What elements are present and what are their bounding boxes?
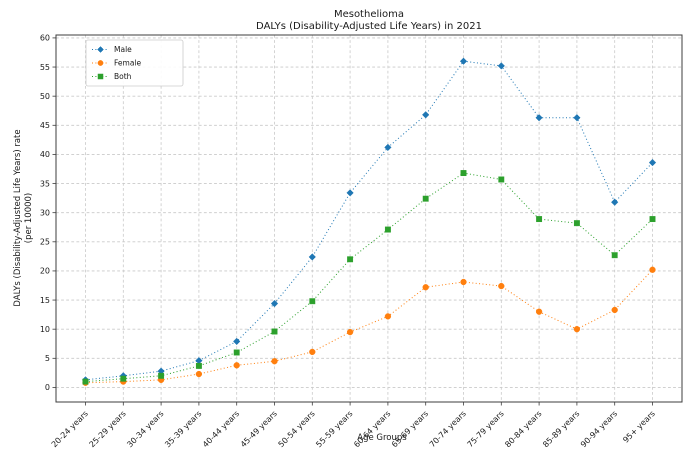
data-point-both [460,170,467,177]
data-point-female [422,284,429,291]
data-point-both [649,216,656,223]
series-female [82,266,656,386]
y-tick-label: 30 [40,208,50,217]
data-point-both [573,220,580,227]
y-tick-label: 40 [40,150,50,159]
data-point-female [460,278,467,286]
x-tick-label: 45-49 years [239,409,279,449]
series-line [85,269,653,384]
y-tick-label: 45 [40,121,50,130]
y-axis-label-line2: (per 10000) [24,193,34,244]
data-point-female [498,282,505,290]
y-tick-label: 55 [40,63,50,72]
x-tick-label: 85-89 years [541,409,581,449]
data-point-male [535,114,543,122]
data-point-male [308,253,316,261]
legend-label: Male [114,45,132,54]
data-point-female [271,358,278,365]
plot-border [55,34,683,403]
x-tick-label: 95+ years [621,409,657,445]
data-point-both [233,349,240,356]
data-point-both [498,176,505,183]
data-point-both [82,378,89,385]
x-tick-label: 65-69 years [390,409,430,449]
data-point-male [233,337,241,346]
data-series [81,57,657,386]
data-point-female [346,328,354,336]
x-tick-label: 25-29 years [88,409,128,449]
series-both [82,170,656,385]
square-marker-icon [97,73,104,80]
data-point-both [347,256,354,263]
y-tick-label: 35 [40,179,50,188]
data-point-female [309,348,316,356]
legend-item-male: Male [92,45,132,54]
x-tick-label: 20-24 years [50,409,90,449]
x-tick-label: 75-79 years [466,409,506,449]
y-tick-label: 25 [40,238,50,247]
data-point-male [648,158,657,167]
x-tick-label: 35-39 years [163,409,203,449]
chart-title-line2: DALYs (Disability-Adjusted Life Years) i… [256,21,482,32]
data-point-both [120,375,127,382]
legend-label: Female [114,59,142,68]
data-point-female [611,306,618,314]
data-point-female [649,266,656,273]
gridlines [56,35,682,402]
data-point-both [309,298,316,305]
legend-item-both: Both [92,72,132,81]
series-line [85,60,653,381]
legend-item-female: Female [92,59,142,68]
y-tick-label: 5 [45,354,50,363]
data-point-male [270,299,279,308]
y-tick-label: 15 [40,296,50,305]
data-point-both [611,252,618,259]
data-point-male [384,143,392,152]
data-point-both [422,195,429,202]
chart-title-line1: Mesothelioma [334,9,404,20]
data-point-male [459,57,468,65]
x-tick-label: 70-74 years [428,409,468,449]
data-point-both [158,372,165,379]
y-tick-label: 50 [40,92,50,101]
y-tick-label: 0 [45,383,50,392]
y-tick-label: 10 [40,325,50,334]
data-point-both [536,216,543,223]
data-point-both [271,328,278,335]
x-axis-label: Age Groups [357,433,407,443]
y-tick-label: 60 [40,34,50,43]
series-line [85,172,653,383]
data-point-male [611,198,619,206]
data-point-female [384,313,392,320]
x-tick-label: 90-94 years [579,409,619,449]
data-point-female [535,308,543,315]
series-male [81,57,657,384]
x-tick-label: 55-59 years [314,409,354,449]
legend-label: Both [114,72,132,81]
axes: 0 5 10 15 20 25 30 35 40 45 50 55 60 20-24 years25-29… [40,34,683,449]
data-point-female [573,326,581,333]
y-tick-label: 20 [40,267,50,276]
circle-marker-icon [97,60,104,66]
data-point-both [195,362,202,369]
y-axis-label-line1: DALYs (Disability-Adjusted Life Years) r… [13,129,23,306]
data-point-male [346,189,354,197]
x-tick-label: 60-64 years [352,409,392,449]
data-point-male [573,114,581,122]
data-point-female [233,362,240,369]
data-point-both [384,226,391,233]
data-point-male [422,111,430,119]
x-tick-label: 80-84 years [503,409,543,449]
x-tick-label: 30-34 years [125,409,165,449]
legend: Male Female Both [85,39,184,87]
data-point-male [497,62,505,70]
diamond-marker-icon [97,46,104,53]
x-tick-label: 50-54 years [277,409,317,449]
data-point-female [195,370,203,378]
x-tick-label: 40-44 years [201,409,241,449]
legend-box [85,39,184,87]
